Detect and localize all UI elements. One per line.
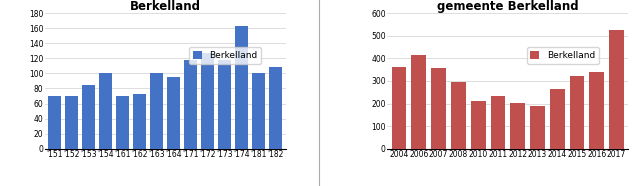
Bar bbox=[202, 53, 214, 149]
Bar bbox=[269, 67, 282, 149]
Bar bbox=[510, 103, 525, 149]
Bar bbox=[590, 72, 604, 149]
Legend: Berkelland: Berkelland bbox=[189, 47, 261, 64]
Bar bbox=[151, 73, 163, 149]
Bar bbox=[184, 60, 197, 149]
Bar bbox=[235, 26, 248, 149]
Bar bbox=[116, 96, 129, 149]
Bar bbox=[167, 77, 180, 149]
Bar bbox=[451, 82, 466, 149]
Bar bbox=[431, 68, 446, 149]
Bar bbox=[218, 60, 231, 149]
Bar bbox=[530, 106, 545, 149]
Title: Aantal transacties 2005-2017
gemeente Berkelland: Aantal transacties 2005-2017 gemeente Be… bbox=[410, 0, 605, 13]
Bar bbox=[82, 85, 95, 149]
Bar bbox=[609, 30, 624, 149]
Bar bbox=[392, 67, 406, 149]
Bar bbox=[253, 73, 265, 149]
Bar bbox=[471, 101, 486, 149]
Bar bbox=[570, 76, 584, 149]
Bar bbox=[100, 73, 112, 149]
Bar bbox=[48, 96, 61, 149]
Bar bbox=[66, 96, 78, 149]
Bar bbox=[412, 55, 426, 149]
Legend: Berkelland: Berkelland bbox=[527, 47, 598, 64]
Bar bbox=[491, 96, 505, 149]
Bar bbox=[133, 94, 146, 149]
Title: Aantal transacties per kwartaal
Berkelland: Aantal transacties per kwartaal Berkella… bbox=[60, 0, 271, 13]
Bar bbox=[550, 89, 565, 149]
